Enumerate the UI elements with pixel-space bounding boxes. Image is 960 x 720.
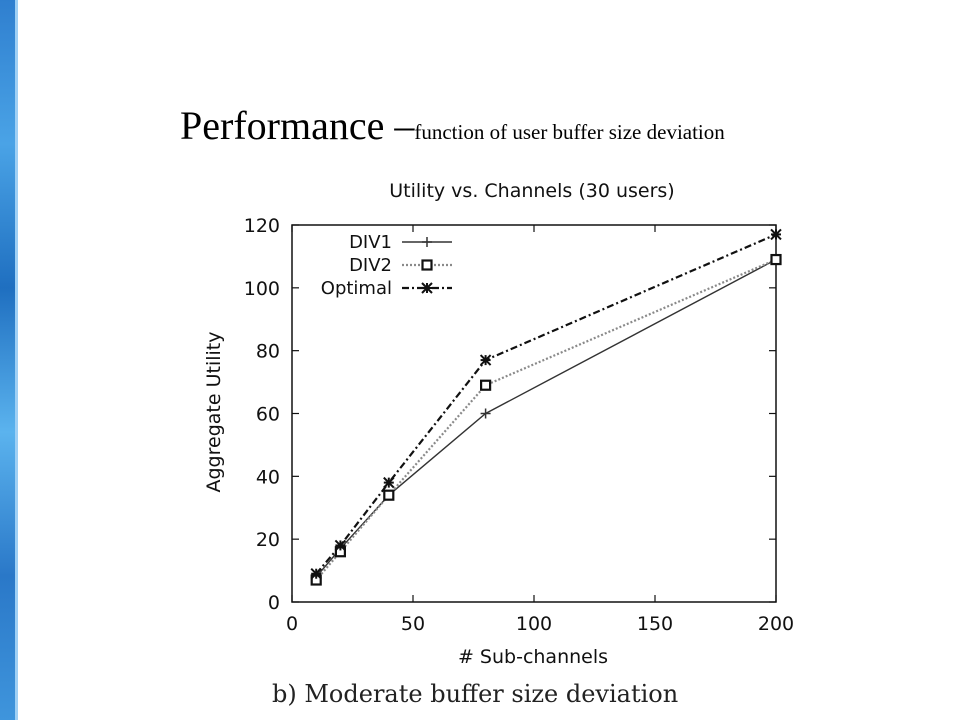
data-point-optimal <box>383 476 395 489</box>
data-point-div1 <box>480 408 491 419</box>
data-point-optimal <box>310 568 322 580</box>
data-point-div2 <box>480 379 492 391</box>
slide-title-sub: function of user buffer size deviation <box>414 120 725 144</box>
y-tick-label: 0 <box>268 592 280 614</box>
x-tick-label: 150 <box>637 613 673 635</box>
series-line-div2 <box>315 258 777 581</box>
data-point-optimal <box>770 228 782 241</box>
legend-label-div1: DIV1 <box>349 232 392 253</box>
y-tick-label: 100 <box>244 278 280 300</box>
data-point-optimal <box>479 354 492 366</box>
data-point-optimal <box>334 539 347 552</box>
y-axis-label: Aggregate Utility <box>203 332 225 493</box>
x-tick-label: 200 <box>758 613 794 635</box>
slide-title-main: Performance – <box>180 103 415 148</box>
legend-label-optimal: Optimal <box>321 278 392 299</box>
data-point-div2 <box>383 489 395 501</box>
axis-ticks: 0 50 100 150 200 0 20 40 60 80 100 120 <box>244 215 794 635</box>
x-tick-label: 100 <box>516 613 552 635</box>
legend-marker-optimal <box>421 282 433 294</box>
x-tick-label: 50 <box>401 613 425 635</box>
x-tick-label: 0 <box>286 613 298 635</box>
y-tick-label: 40 <box>256 466 280 488</box>
data-point-div2 <box>770 253 782 266</box>
figure-caption: b) Moderate buffer size deviation <box>272 680 679 708</box>
y-tick-label: 80 <box>256 341 280 363</box>
slide-title: Performance –function of user buffer siz… <box>180 102 725 149</box>
y-tick-label: 120 <box>244 215 280 237</box>
legend-label-div2: DIV2 <box>349 255 392 276</box>
legend-marker-div2 <box>421 259 433 271</box>
x-axis-label: # Sub-channels <box>458 646 608 668</box>
legend-marker-div1 <box>422 237 432 247</box>
series-markers <box>310 228 782 586</box>
slide-side-strip <box>0 0 18 720</box>
series-line-div1 <box>315 258 777 578</box>
y-tick-label: 20 <box>256 529 280 551</box>
chart-title: Utility vs. Channels (30 users) <box>389 180 674 202</box>
y-tick-label: 60 <box>256 404 280 426</box>
